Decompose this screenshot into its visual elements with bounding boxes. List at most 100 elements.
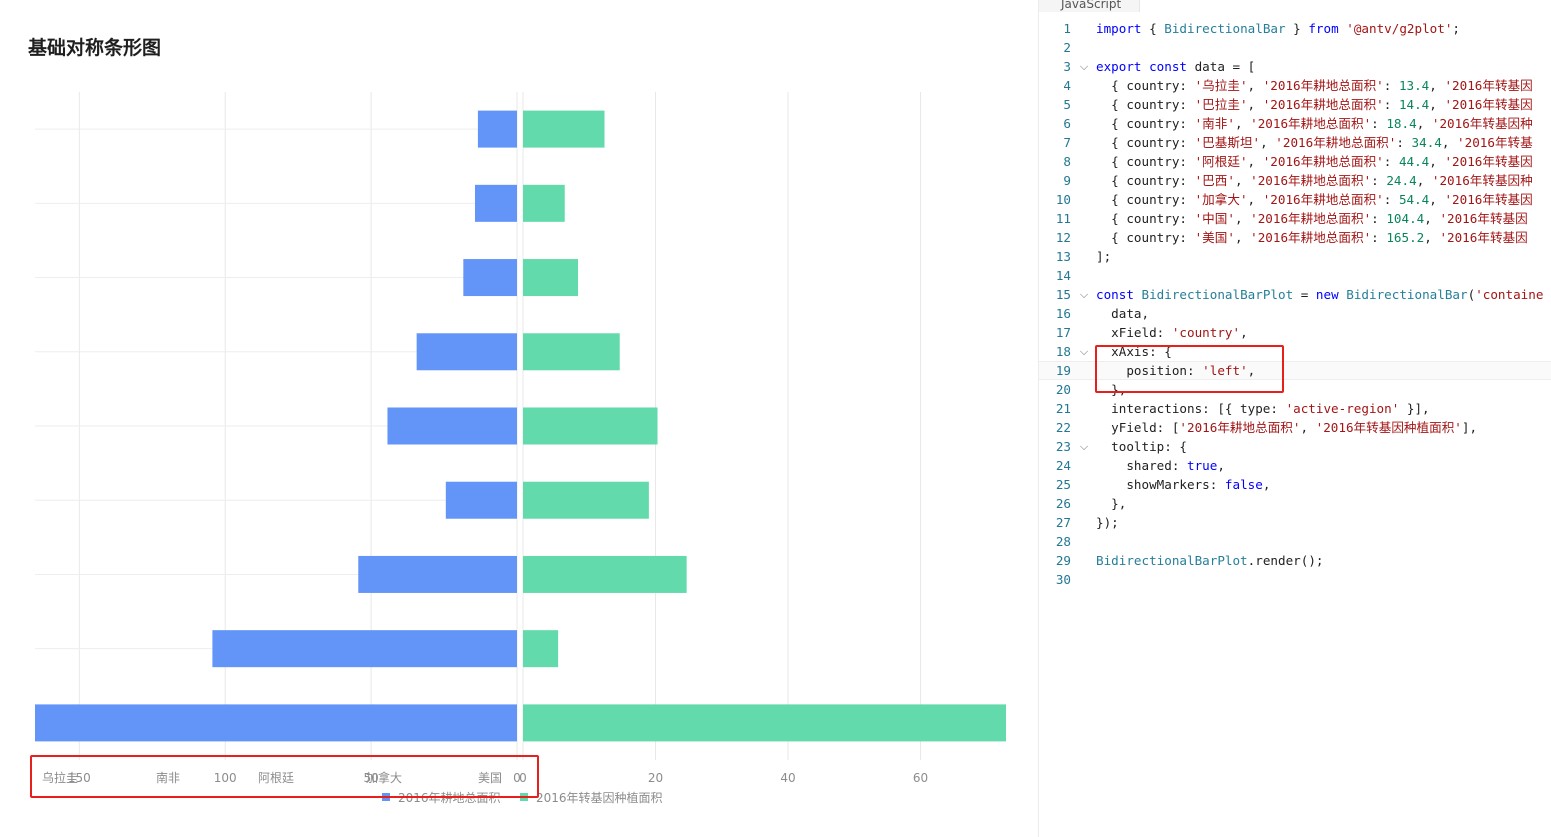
bar-right [523, 259, 578, 297]
code-line[interactable]: 16 data, [1039, 304, 1551, 323]
code-line[interactable]: 22 yField: ['2016年耕地总面积', '2016年转基因种植面积'… [1039, 418, 1551, 437]
fold-chevron-icon[interactable]: ⌵ [1079, 345, 1089, 358]
code-text: tooltip: { [1096, 439, 1187, 454]
right-axis-tick-label: 0 [519, 771, 527, 785]
line-number: 19 [1055, 363, 1071, 378]
category-axis-label: 加拿大 [366, 770, 402, 785]
line-number: 12 [1055, 230, 1071, 245]
category-axis-label: 南非 [156, 770, 180, 785]
bar-left [358, 555, 517, 593]
code-line[interactable]: 19 position: 'left', [1039, 361, 1551, 380]
legend-marker-left [382, 793, 390, 801]
code-text: { country: '乌拉圭', '2016年耕地总面积': 13.4, '2… [1096, 78, 1533, 93]
code-line[interactable]: 11 { country: '中国', '2016年耕地总面积': 104.4,… [1039, 209, 1551, 228]
line-number: 7 [1063, 135, 1071, 150]
code-line[interactable]: 17 xField: 'country', [1039, 323, 1551, 342]
code-line[interactable]: 8 { country: '阿根廷', '2016年耕地总面积': 44.4, … [1039, 152, 1551, 171]
code-line[interactable]: 9 { country: '巴西', '2016年耕地总面积': 24.4, '… [1039, 171, 1551, 190]
code-line[interactable]: 2 [1039, 38, 1551, 57]
fold-chevron-icon[interactable]: ⌵ [1079, 288, 1089, 301]
code-line[interactable]: 29 BidirectionalBarPlot.render(); [1039, 551, 1551, 570]
code-line[interactable]: 21 interactions: [{ type: 'active-region… [1039, 399, 1551, 418]
code-text: BidirectionalBarPlot.render(); [1096, 553, 1324, 568]
line-number: 1 [1063, 21, 1071, 36]
code-text: { country: '巴西', '2016年耕地总面积': 24.4, '20… [1096, 173, 1533, 188]
bar-left [416, 333, 517, 371]
code-text: const BidirectionalBarPlot = new Bidirec… [1096, 287, 1544, 302]
line-number: 8 [1063, 154, 1071, 169]
bar-left [387, 407, 517, 445]
line-number: 21 [1055, 401, 1071, 416]
left-axis-tick-label: 0 [513, 771, 521, 785]
code-line[interactable]: 28 [1039, 532, 1551, 551]
code-text: data, [1096, 306, 1150, 321]
bar-left [445, 481, 517, 519]
code-line[interactable]: 5 { country: '巴拉圭', '2016年耕地总面积': 14.4, … [1039, 95, 1551, 114]
right-axis-tick-label: 40 [780, 771, 795, 785]
left-axis-tick-label: 150 [68, 771, 91, 785]
line-number: 24 [1055, 458, 1071, 473]
code-text: yField: ['2016年耕地总面积', '2016年转基因种植面积'], [1096, 420, 1478, 435]
line-number: 3 [1063, 59, 1071, 74]
category-axis-label: 美国 [478, 771, 502, 785]
code-line[interactable]: 27}); [1039, 513, 1551, 532]
code-line[interactable]: 25 showMarkers: false, [1039, 475, 1551, 494]
code-text: showMarkers: false, [1096, 477, 1271, 492]
code-line[interactable]: 10 { country: '加拿大', '2016年耕地总面积': 54.4,… [1039, 190, 1551, 209]
line-number: 6 [1063, 116, 1071, 131]
code-line[interactable]: 12 { country: '美国', '2016年耕地总面积': 165.2,… [1039, 228, 1551, 247]
code-line[interactable]: 4 { country: '乌拉圭', '2016年耕地总面积': 13.4, … [1039, 76, 1551, 95]
line-number: 17 [1055, 325, 1071, 340]
bar-right [523, 704, 1006, 742]
line-number: 22 [1055, 420, 1071, 435]
code-line[interactable]: 1 import { BidirectionalBar } from '@antv… [1039, 19, 1551, 38]
left-axis-tick-label: 100 [214, 771, 237, 785]
code-line[interactable]: 24 shared: true, [1039, 456, 1551, 475]
line-number: 13 [1055, 249, 1071, 264]
code-line[interactable]: 13]; [1039, 247, 1551, 266]
tab-javascript[interactable]: JavaScript [1039, 0, 1141, 12]
fold-chevron-icon[interactable]: ⌵ [1079, 440, 1089, 453]
code-text: { country: '加拿大', '2016年耕地总面积': 54.4, '2… [1096, 192, 1533, 207]
line-number: 28 [1055, 534, 1071, 549]
code-line[interactable]: 7 { country: '巴基斯坦', '2016年耕地总面积': 34.4,… [1039, 133, 1551, 152]
code-text: xAxis: { [1096, 344, 1172, 359]
code-text: position: 'left', [1096, 363, 1256, 378]
code-line[interactable]: 3 ⌵ export const data = [ [1039, 57, 1551, 76]
legend-marker-right [520, 793, 528, 801]
code-text: { country: '阿根廷', '2016年耕地总面积': 44.4, '2… [1096, 154, 1533, 169]
panel-divider [1038, 0, 1039, 837]
code-text: xField: 'country', [1096, 325, 1248, 340]
code-line[interactable]: 20 }, [1039, 380, 1551, 399]
code-text: { country: '巴基斯坦', '2016年耕地总面积': 34.4, '… [1096, 135, 1533, 150]
bar-right [523, 407, 658, 445]
line-number: 26 [1055, 496, 1071, 511]
code-line[interactable]: 30 [1039, 570, 1551, 589]
code-text: interactions: [{ type: 'active-region' }… [1096, 401, 1430, 416]
code-text: { country: '南非', '2016年耕地总面积': 18.4, '20… [1096, 116, 1533, 131]
bar-right [523, 184, 565, 222]
code-line[interactable]: 14 [1039, 266, 1551, 285]
legend-label-left: 2016年耕地总面积 [398, 790, 501, 805]
code-line[interactable]: 6 { country: '南非', '2016年耕地总面积': 18.4, '… [1039, 114, 1551, 133]
line-number: 25 [1055, 477, 1071, 492]
code-text: }); [1096, 515, 1119, 530]
code-lines[interactable]: 1 import { BidirectionalBar } from '@antv… [1039, 19, 1551, 589]
code-text: export const data = [ [1096, 59, 1256, 74]
fold-chevron-icon[interactable]: ⌵ [1079, 60, 1089, 73]
code-line[interactable]: 23 ⌵ tooltip: { [1039, 437, 1551, 456]
line-number: 29 [1055, 553, 1071, 568]
code-line[interactable]: 15 ⌵ const BidirectionalBarPlot = new Bidi… [1039, 285, 1551, 304]
code-text: }, [1096, 496, 1127, 511]
code-text: ]; [1096, 249, 1112, 264]
bidirectional-bar-chart: 150 100 50 00 20 40 60 乌拉圭 南非 阿根廷 加拿大 美国 2016年耕地总面积 2… [35, 92, 1006, 805]
code-line[interactable]: 18 ⌵ xAxis: { [1039, 342, 1551, 361]
left-axis-tick-label: 50 [363, 771, 378, 785]
code-line[interactable]: 26 }, [1039, 494, 1551, 513]
bar-right [523, 110, 605, 148]
xaxis-code-highlight [1095, 345, 1284, 393]
code-editor[interactable]: JavaScript 1 import { BidirectionalBar } … [1039, 0, 1551, 837]
line-number: 10 [1055, 192, 1071, 207]
line-number: 4 [1063, 78, 1071, 93]
line-number: 18 [1055, 344, 1071, 359]
